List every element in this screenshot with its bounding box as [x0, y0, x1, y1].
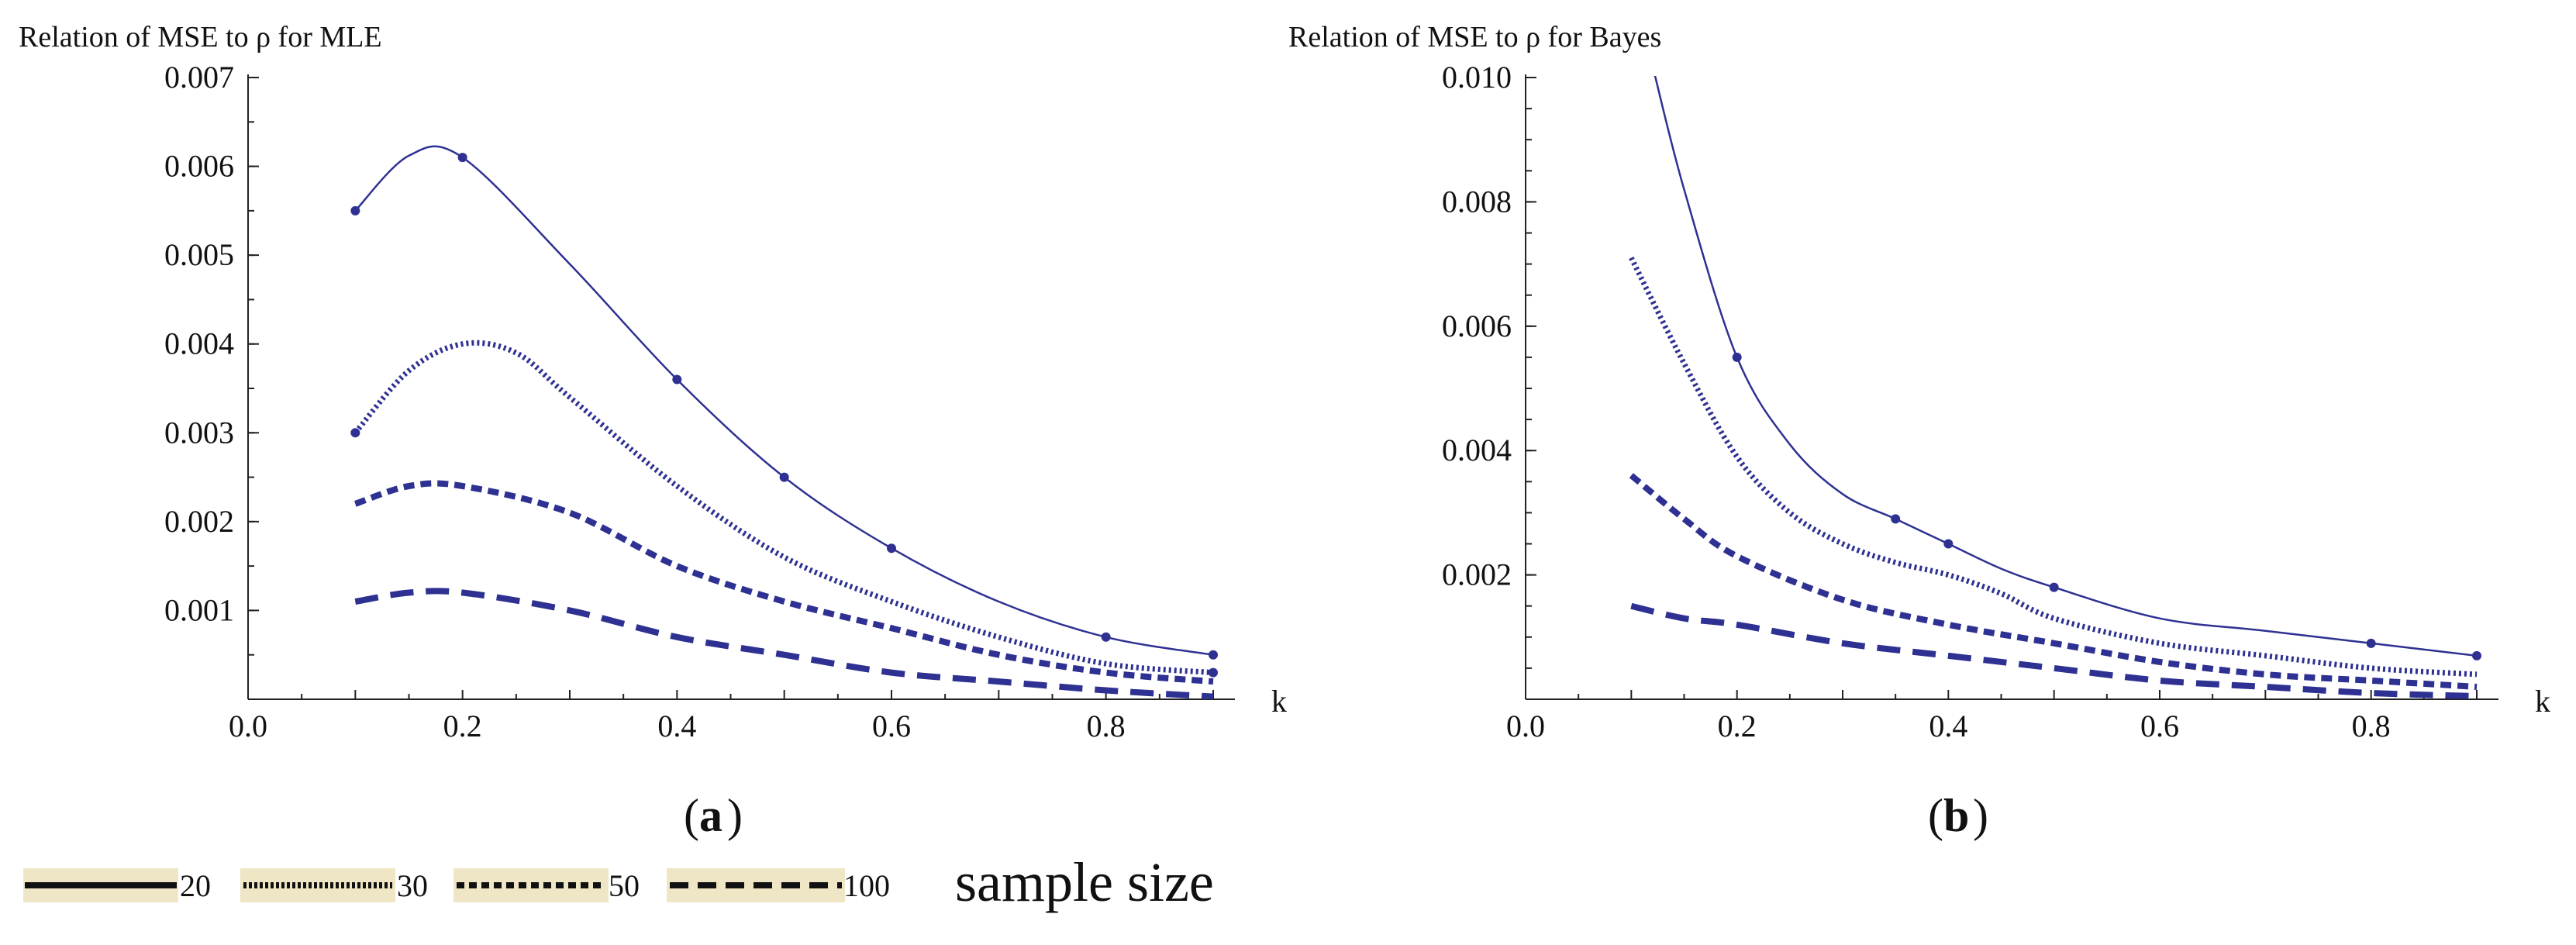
panel-b-x-tick-label: 0.4 — [1929, 709, 1967, 743]
panel-a-y-tick-label: 0.003 — [164, 415, 234, 450]
panel-a-x-tick-label: 0.8 — [1087, 709, 1126, 743]
panel-a-label: a — [699, 790, 722, 841]
legend-label-50: 50 — [609, 868, 640, 903]
panel-a-series-20-point — [350, 205, 360, 216]
panel-a-axes: 0.0 0.2 0.4 0.6 0.8 0.001 0.002 0.003 0.004 0.005… — [164, 60, 1235, 743]
legend-label-100: 100 — [843, 868, 890, 903]
panel-b-x-axis-label: k — [2535, 684, 2550, 719]
panel-b-series-50-line — [1629, 473, 2478, 690]
panel-b-y-tick-label: 0.004 — [1442, 433, 1512, 467]
panel-b-series-30-line — [1629, 257, 2478, 678]
panel-a-series-50-line — [353, 480, 1214, 685]
panel-a-series-20-point — [672, 374, 682, 385]
panel-a-series-20-line — [354, 145, 1214, 656]
panel-b-series-20-point — [1943, 539, 1954, 549]
panel-b-caption: ( b ) — [1928, 790, 1988, 841]
panel-b-series-20-point — [2472, 650, 2481, 660]
panel-b-label: b — [1943, 790, 1969, 841]
panel-b: Relation of MSE to ρ for Bayes 0.0 0.2 0.4… — [1288, 21, 2550, 841]
legend-item-50: 50 — [453, 868, 640, 903]
panel-a-open-paren: ( — [684, 790, 699, 841]
panel-a-x-tick-label: 0.2 — [443, 709, 482, 743]
panel-b-y-tick-label: 0.010 — [1442, 60, 1512, 95]
panel-a-series-20-point — [1101, 632, 1111, 642]
panel-b-x-tick-label: 0.6 — [2140, 709, 2179, 743]
panel-b-series-20-point — [1891, 514, 1901, 524]
panel-b-y-tick-label: 0.008 — [1442, 184, 1512, 219]
panel-a-y-tick-label: 0.002 — [164, 504, 234, 539]
panel-a-y-tick-label: 0.006 — [164, 149, 234, 184]
panel-a-series-30-point — [350, 428, 360, 438]
panel-b-x-tick-label: 0.8 — [2352, 709, 2391, 743]
panel-a-series-30-line — [353, 340, 1214, 676]
panel-b-series-100-line — [1630, 602, 2478, 699]
legend-title: sample size — [955, 851, 1214, 913]
panel-a: Relation of MSE to ρ for MLE 0.0 0.2 0.4 0.… — [19, 21, 1287, 841]
panel-b-axes: 0.0 0.2 0.4 0.6 0.8 0.002 0.004 0.006 0.008 0.010 — [1442, 60, 2498, 743]
panel-a-series-20-point — [887, 543, 896, 554]
panel-b-close-paren: ) — [1973, 790, 1988, 841]
legend-label-20: 20 — [180, 868, 211, 903]
panel-b-series — [1629, 76, 2481, 699]
panel-b-x-tick-label: 0.0 — [1506, 709, 1545, 743]
panel-b-series-20-point — [2366, 638, 2376, 648]
legend-swatch-bg-30 — [240, 868, 395, 902]
panel-b-y-tick-label: 0.002 — [1442, 557, 1512, 592]
panel-a-close-paren: ) — [727, 790, 743, 841]
legend-item-100: 100 — [667, 868, 890, 903]
panel-b-series-20-line — [1654, 76, 2478, 657]
legend-label-30: 30 — [397, 868, 428, 903]
panel-b-title: Relation of MSE to ρ for Bayes — [1288, 21, 1661, 53]
legend-item-30: 30 — [240, 868, 428, 903]
panel-b-open-paren: ( — [1928, 790, 1943, 841]
panel-b-series-20-point — [2049, 582, 2059, 592]
panel-b-x-tick-label: 0.2 — [1718, 709, 1757, 743]
legend-item-20: 20 — [23, 868, 211, 903]
panel-a-x-tick-label: 0.4 — [657, 709, 696, 743]
panel-a-y-tick-label: 0.005 — [164, 237, 234, 272]
panel-a-title: Relation of MSE to ρ for MLE — [19, 21, 382, 53]
panel-a-series-100-line — [354, 588, 1214, 699]
panel-a-series-30-point — [1209, 667, 1218, 678]
panel-a-y-tick-label: 0.004 — [164, 326, 234, 361]
panel-a-y-tick-label: 0.001 — [164, 592, 234, 627]
panel-a-caption: ( a ) — [684, 790, 743, 841]
panel-b-series-20-point — [1732, 352, 1742, 362]
panel-a-series-20-point — [779, 472, 789, 482]
panel-a-series — [350, 145, 1218, 699]
legend: 20 30 50 100 sample size — [23, 851, 1214, 913]
panel-a-x-tick-label: 0.0 — [229, 709, 267, 743]
panel-a-x-tick-label: 0.6 — [872, 709, 911, 743]
panel-b-y-tick-label: 0.006 — [1442, 309, 1512, 343]
panel-a-series-20-point — [457, 153, 467, 163]
panel-a-series-20-point — [1209, 650, 1218, 660]
panel-a-x-axis-label: k — [1271, 684, 1287, 719]
panel-a-y-tick-label: 0.007 — [164, 60, 234, 95]
